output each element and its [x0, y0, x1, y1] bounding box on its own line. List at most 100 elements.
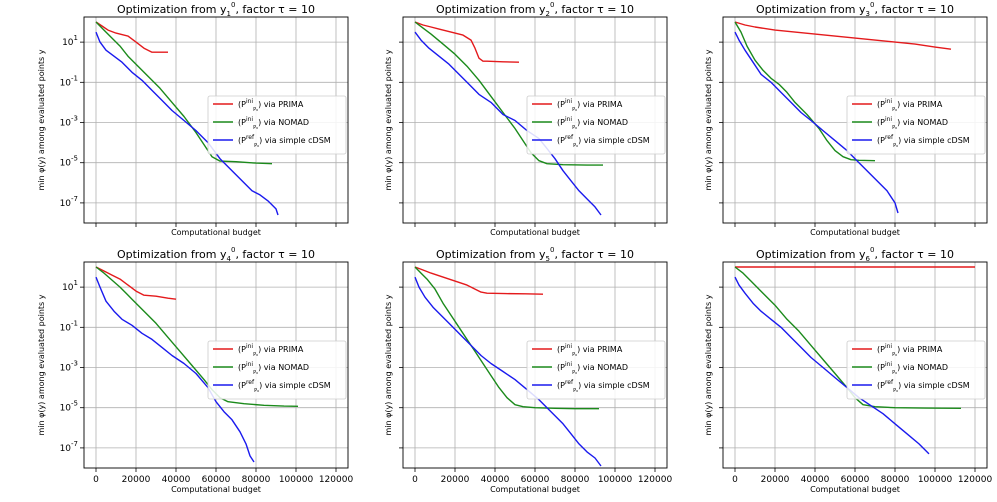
- series-line-cdsm: [414, 31, 602, 216]
- chart-title: Optimization from y30, factor τ = 10: [756, 1, 954, 18]
- series-line-nomad: [734, 21, 876, 162]
- legend-label-cdsm: (PrefP₀) via simple cDSM: [877, 379, 970, 394]
- legend-label-prima: (PiniP₀) via PRIMA: [557, 98, 623, 113]
- y-axis-label: min φ(y) among evaluated points y: [37, 49, 46, 190]
- series-line-prima: [95, 21, 168, 53]
- legend: (PiniP₀) via PRIMA (PiniP₀) via NOMAD (Pre…: [846, 95, 986, 155]
- x-tick-label: 40000: [162, 475, 191, 485]
- x-tick-label: 20000: [122, 475, 151, 485]
- series-line-cdsm: [734, 31, 899, 214]
- chart-panel-5: 0 20000 40000 60000 80000 100000 120000 Optimiz…: [384, 246, 672, 494]
- x-tick-label: 100000: [918, 475, 953, 485]
- chart-panel-2: Optimization from y20, factor τ = 10 Comp…: [384, 1, 668, 237]
- y-axis-label: min φ(y) among evaluated points y: [384, 49, 393, 190]
- legend-label-nomad: (PiniP₀) via NOMAD: [238, 116, 309, 131]
- series-line-prima: [734, 21, 952, 50]
- legend-label-cdsm: (PrefP₀) via simple cDSM: [238, 134, 331, 149]
- series-line-prima: [95, 266, 177, 300]
- chart-title: Optimization from y50, factor τ = 10: [436, 246, 634, 263]
- legend-box: [526, 95, 666, 155]
- series-line-nomad: [414, 266, 599, 410]
- plot-frame: [83, 261, 349, 469]
- y-tick-label: 10-3: [60, 115, 78, 129]
- x-tick-label: 60000: [202, 475, 231, 485]
- x-tick-label: 40000: [801, 475, 830, 485]
- legend-label-prima: (PiniP₀) via PRIMA: [238, 98, 304, 113]
- series-line-nomad: [734, 266, 962, 409]
- y-tick-label: 101: [62, 34, 78, 48]
- chart-title: Optimization from y40, factor τ = 10: [117, 246, 315, 263]
- legend-label-cdsm: (PrefP₀) via simple cDSM: [557, 379, 650, 394]
- x-axis-label: Computational budget: [490, 228, 580, 237]
- plot-frame: [402, 16, 668, 224]
- legend-label-nomad: (PiniP₀) via NOMAD: [238, 361, 309, 376]
- legend-box: [846, 340, 986, 400]
- legend: (PiniP₀) via PRIMA (PiniP₀) via NOMAD (Pre…: [207, 95, 347, 155]
- x-tick-label: 60000: [841, 475, 870, 485]
- chart-title: Optimization from y10, factor τ = 10: [117, 1, 315, 18]
- legend-box: [846, 95, 986, 155]
- chart-title: Optimization from y20, factor τ = 10: [436, 1, 634, 18]
- x-tick-label: 0: [93, 475, 99, 485]
- chart-panel-1: 101 10-1 10-3 10-5 10-7 Optimization from y10…: [37, 1, 349, 237]
- series-line-nomad: [95, 21, 273, 165]
- legend: (PiniP₀) via PRIMA (PiniP₀) via NOMAD (Pre…: [846, 340, 986, 400]
- legend-label-prima: (PiniP₀) via PRIMA: [877, 343, 943, 358]
- y-tick-label: 10-1: [60, 74, 78, 88]
- x-tick-label: 120000: [319, 475, 354, 485]
- x-tick-label: 100000: [279, 475, 314, 485]
- plot-frame: [722, 261, 988, 469]
- legend-box: [526, 340, 666, 400]
- plot-frame: [722, 16, 988, 224]
- y-axis-label: min φ(y) among evaluated points y: [704, 49, 713, 190]
- legend: (PiniP₀) via PRIMA (PiniP₀) via NOMAD (Pre…: [526, 340, 666, 400]
- x-tick-label: 100000: [598, 475, 633, 485]
- legend-label-nomad: (PiniP₀) via NOMAD: [877, 116, 948, 131]
- legend-label-nomad: (PiniP₀) via NOMAD: [557, 116, 628, 131]
- plot-frame: [402, 261, 668, 469]
- x-tick-label: 120000: [638, 475, 673, 485]
- series-line-nomad: [95, 266, 299, 407]
- x-tick-label: 0: [412, 475, 418, 485]
- legend-label-nomad: (PiniP₀) via NOMAD: [557, 361, 628, 376]
- legend-box: [207, 340, 347, 400]
- x-tick-label: 80000: [881, 475, 910, 485]
- plot-frame: [83, 16, 349, 224]
- x-axis-label: Computational budget: [810, 228, 900, 237]
- y-tick-label: 10-5: [60, 400, 78, 414]
- chart-panel-3: Optimization from y30, factor τ = 10 Comp…: [704, 1, 988, 237]
- legend-label-prima: (PiniP₀) via PRIMA: [557, 343, 623, 358]
- y-axis-label: min φ(y) among evaluated points y: [37, 294, 46, 435]
- series-line-cdsm: [414, 276, 602, 467]
- series-line-cdsm: [95, 276, 255, 463]
- x-axis-label: Computational budget: [810, 485, 900, 494]
- chart-panel-6: 0 20000 40000 60000 80000 100000 120000 Optimiz…: [704, 246, 992, 494]
- x-tick-label: 20000: [441, 475, 470, 485]
- x-tick-label: 40000: [481, 475, 510, 485]
- y-axis-label: min φ(y) among evaluated points y: [704, 294, 713, 435]
- x-tick-label: 80000: [242, 475, 271, 485]
- y-tick-label: 10-1: [60, 319, 78, 333]
- legend: (PiniP₀) via PRIMA (PiniP₀) via NOMAD (Pre…: [526, 95, 666, 155]
- chart-title: Optimization from y60, factor τ = 10: [756, 246, 954, 263]
- legend-box: [207, 95, 347, 155]
- legend-label-prima: (PiniP₀) via PRIMA: [877, 98, 943, 113]
- x-tick-label: 120000: [958, 475, 993, 485]
- y-tick-label: 10-7: [60, 440, 78, 454]
- series-line-prima: [414, 21, 520, 63]
- y-axis-label: min φ(y) among evaluated points y: [384, 294, 393, 435]
- legend-label-nomad: (PiniP₀) via NOMAD: [877, 361, 948, 376]
- series-line-nomad: [414, 21, 603, 166]
- legend-label-cdsm: (PrefP₀) via simple cDSM: [877, 134, 970, 149]
- y-tick-label: 10-7: [60, 195, 78, 209]
- chart-panel-4: 0 20000 40000 60000 80000 100000 120000 101 10-1…: [37, 246, 353, 494]
- series-line-prima: [414, 266, 544, 295]
- x-tick-label: 20000: [761, 475, 790, 485]
- x-axis-label: Computational budget: [171, 485, 261, 494]
- x-axis-label: Computational budget: [171, 228, 261, 237]
- x-tick-label: 60000: [521, 475, 550, 485]
- legend: (PiniP₀) via PRIMA (PiniP₀) via NOMAD (Pre…: [207, 340, 347, 400]
- x-tick-label: 80000: [561, 475, 590, 485]
